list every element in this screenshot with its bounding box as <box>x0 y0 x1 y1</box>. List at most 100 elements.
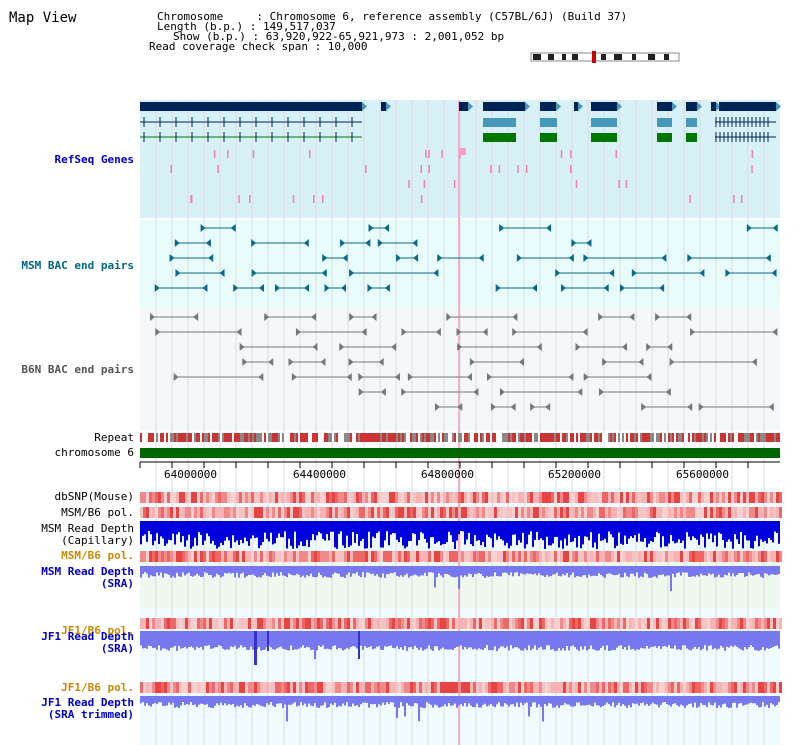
depth-bar <box>160 521 162 537</box>
depth-bar <box>710 521 712 534</box>
sra-depth-bar <box>688 631 690 650</box>
sra-depth-bar <box>436 696 438 706</box>
sra-depth-bar <box>248 566 250 575</box>
repeat-segment <box>770 433 772 442</box>
heat-cell <box>416 551 419 562</box>
sra-depth-bar <box>146 696 148 704</box>
heat-cell <box>662 507 665 518</box>
heat-cell <box>554 492 557 503</box>
depth-bar <box>674 521 676 544</box>
depth-bar <box>294 521 296 532</box>
depth-bar <box>530 521 532 532</box>
heat-cell <box>719 551 722 562</box>
heat-cell <box>476 682 479 693</box>
sra-depth-bar <box>294 696 296 703</box>
sra-depth-bar <box>714 631 716 649</box>
sra-depth-bar <box>466 631 468 650</box>
depth-bar <box>336 521 338 549</box>
track-label-b6n-bac[interactable]: B6N BAC end pairs <box>21 363 134 376</box>
depth-bar <box>432 521 434 538</box>
track-label-msm-bac[interactable]: MSM BAC end pairs <box>21 259 134 272</box>
depth-bar <box>680 521 682 544</box>
heat-cell <box>515 551 518 562</box>
depth-bar <box>606 521 608 543</box>
sra-depth-bar <box>384 631 386 647</box>
heat-cell <box>233 618 236 629</box>
track-label-refseq-genes[interactable]: RefSeq Genes <box>54 153 134 166</box>
sra-depth-bar <box>616 631 618 648</box>
sra-depth-bar <box>652 631 654 647</box>
heat-cell <box>143 682 146 693</box>
sra-depth-bar <box>428 696 430 704</box>
sra-depth-bar <box>562 566 564 575</box>
sra-depth-bar <box>392 566 394 574</box>
sra-depth-bar <box>444 631 446 650</box>
bac-end <box>499 388 505 396</box>
repeat-segment <box>642 433 644 442</box>
repeat-segment <box>164 433 166 442</box>
sra-depth-bar <box>552 696 554 708</box>
sra-depth-bar <box>356 696 358 706</box>
heat-cell <box>296 492 299 503</box>
heat-cell <box>488 551 491 562</box>
heat-cell <box>209 551 212 562</box>
bac-end <box>495 284 501 292</box>
chromosome-info: Chromosome : Chromosome 6, reference ass… <box>157 10 628 23</box>
depth-bar <box>448 521 450 532</box>
sra-depth-bar <box>178 566 180 577</box>
repeat-segment <box>646 433 648 442</box>
repeat-segment <box>290 433 292 442</box>
depth-bar <box>650 521 652 541</box>
repeat-segment <box>540 433 542 442</box>
sra-depth-bar <box>376 566 378 575</box>
heat-cell <box>692 682 695 693</box>
sra-depth-bar <box>182 566 184 573</box>
heat-cell <box>323 682 326 693</box>
sra-depth-bar <box>484 631 486 648</box>
heat-cell <box>707 682 710 693</box>
sra-depth-bar <box>624 566 626 573</box>
refseq-mark <box>615 150 618 158</box>
heat-cell <box>245 507 248 518</box>
heat-cell <box>650 551 653 562</box>
heat-cell <box>410 682 413 693</box>
heat-cell <box>149 682 152 693</box>
sra-depth-bar <box>592 631 594 650</box>
bac-end <box>512 313 518 321</box>
heat-cell <box>230 682 233 693</box>
depth-bar <box>518 521 520 541</box>
depth-bar <box>206 521 208 534</box>
heat-cell <box>431 618 434 629</box>
depth-bar <box>414 521 416 535</box>
heat-cell <box>713 492 716 503</box>
heat-cell <box>491 492 494 503</box>
heat-cell <box>671 551 674 562</box>
sra-depth-bar <box>300 696 302 703</box>
sra-depth-bar <box>488 566 490 577</box>
sra-depth-bar <box>648 696 650 707</box>
sra-depth-bar <box>752 696 754 704</box>
sra-depth-bar <box>376 631 378 647</box>
sra-depth-bar <box>650 631 652 648</box>
bac-end <box>236 328 242 336</box>
heat-cell <box>677 507 680 518</box>
heat-cell <box>434 507 437 518</box>
bac-end <box>320 358 326 366</box>
sra-depth-bar <box>758 696 760 708</box>
repeat-segment <box>262 433 264 442</box>
sra-depth-bar <box>172 696 174 703</box>
heat-cell <box>341 551 344 562</box>
sra-depth-bar <box>756 566 758 575</box>
sra-depth-bar <box>296 696 298 707</box>
heat-cell <box>698 618 701 629</box>
sra-depth-bar <box>332 566 334 575</box>
heat-cell <box>308 507 311 518</box>
sra-depth-bar <box>668 631 670 646</box>
bac-end <box>395 373 401 381</box>
sra-depth-bar <box>678 631 680 650</box>
heat-cell <box>425 507 428 518</box>
sra-depth-bar <box>150 566 152 576</box>
sra-depth-bar <box>700 631 702 651</box>
heat-cell <box>374 507 377 518</box>
repeat-segment <box>598 433 600 442</box>
